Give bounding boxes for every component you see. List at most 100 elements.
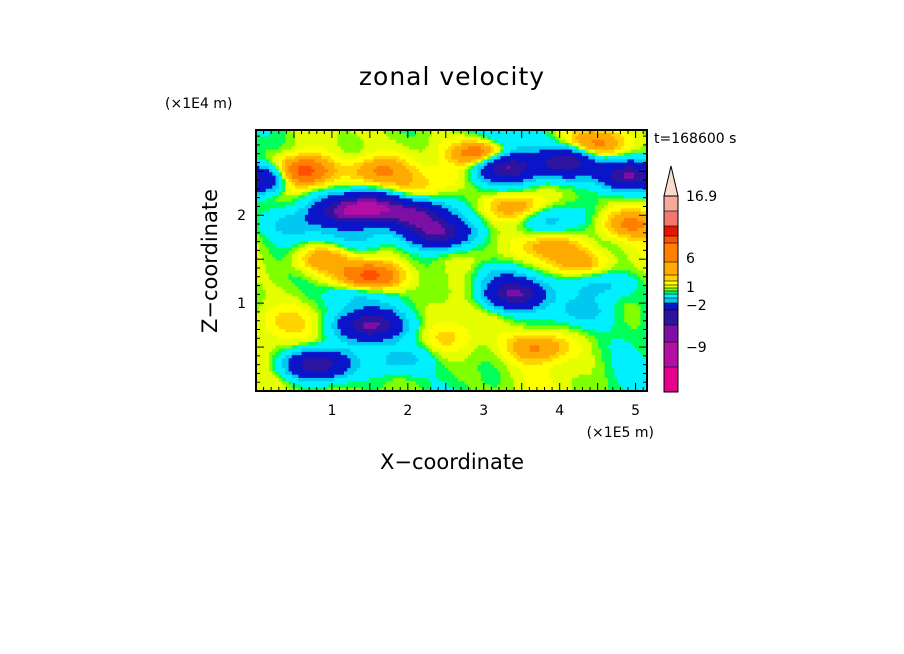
heatmap-cell — [591, 198, 596, 203]
heatmap-cell — [428, 191, 433, 196]
heatmap-cell — [568, 143, 573, 147]
heatmap-cell — [633, 178, 638, 183]
heatmap-cell — [500, 172, 505, 177]
heatmap-cell — [291, 211, 296, 216]
heatmap-cell — [611, 165, 615, 170]
heatmap-cell — [285, 133, 290, 138]
heatmap-cell — [256, 188, 260, 193]
heatmap-cell — [601, 253, 606, 258]
heatmap-cell — [444, 169, 449, 173]
heatmap-cell — [643, 136, 647, 141]
heatmap-cell — [304, 133, 309, 138]
heatmap-cell — [532, 156, 537, 160]
heatmap-cell — [630, 152, 635, 157]
heatmap-cell — [314, 208, 319, 213]
heatmap-cell — [392, 178, 397, 183]
heatmap-cell — [422, 136, 426, 141]
heatmap-cell — [402, 133, 407, 138]
heatmap-cell — [337, 218, 342, 222]
heatmap-cell — [330, 234, 335, 239]
heatmap-cell — [431, 257, 436, 261]
heatmap-cell — [627, 152, 632, 157]
heatmap-cell — [585, 257, 589, 261]
heatmap-cell — [259, 247, 264, 252]
heatmap-cell — [298, 205, 303, 209]
heatmap-cell — [467, 218, 472, 222]
heatmap-cell — [572, 133, 576, 138]
heatmap-cell — [288, 178, 293, 183]
heatmap-cell — [477, 143, 482, 147]
heatmap-cell — [598, 260, 602, 265]
heatmap-cell — [435, 247, 439, 252]
heatmap-cell — [640, 237, 645, 242]
heatmap-cell — [542, 201, 547, 206]
heatmap-cell — [559, 162, 563, 167]
heatmap-cell — [643, 130, 647, 134]
heatmap-cell — [490, 136, 495, 141]
heatmap-cell — [497, 162, 501, 167]
heatmap-cell — [444, 253, 449, 258]
heatmap-cell — [317, 191, 322, 196]
heatmap-cell — [471, 191, 475, 196]
heatmap-cell — [350, 205, 355, 209]
heatmap-cell — [549, 244, 554, 248]
heatmap-cell — [594, 185, 599, 190]
heatmap-cell — [627, 191, 632, 196]
heatmap-cell — [321, 178, 325, 183]
heatmap-cell — [409, 133, 413, 138]
heatmap-cell — [572, 149, 576, 154]
heatmap-cell — [585, 146, 589, 151]
heatmap-cell — [317, 214, 322, 219]
heatmap-cell — [568, 178, 573, 183]
heatmap-cell — [311, 218, 316, 222]
heatmap-cell — [581, 234, 586, 239]
heatmap-cell — [536, 237, 540, 242]
heatmap-cell — [575, 178, 580, 183]
heatmap-cell — [513, 185, 518, 190]
heatmap-cell — [585, 227, 589, 232]
heatmap-cell — [304, 218, 309, 222]
heatmap-cell — [334, 185, 338, 190]
heatmap-cell — [588, 136, 593, 141]
heatmap-cell — [396, 136, 400, 141]
heatmap-cell — [431, 253, 436, 258]
heatmap-cell — [497, 149, 501, 154]
heatmap-cell — [539, 224, 544, 229]
heatmap-cell — [353, 152, 358, 157]
heatmap-cell — [301, 175, 306, 180]
heatmap-cell — [471, 205, 475, 209]
heatmap-cell — [461, 221, 466, 226]
heatmap-cell — [578, 208, 583, 213]
heatmap-cell — [643, 172, 647, 177]
heatmap-cell — [415, 205, 420, 209]
heatmap-cell — [630, 198, 635, 203]
heatmap-cell — [343, 208, 348, 213]
heatmap-cell — [555, 221, 560, 226]
heatmap-cell — [575, 247, 580, 252]
heatmap-cell — [409, 162, 413, 167]
heatmap-cell — [324, 162, 329, 167]
heatmap-cell — [308, 227, 312, 232]
heatmap-cell — [633, 257, 638, 261]
heatmap-cell — [262, 149, 267, 154]
heatmap-cell — [262, 198, 267, 203]
heatmap-cell — [347, 198, 351, 203]
heatmap-cell — [392, 159, 397, 164]
heatmap-cell — [379, 218, 384, 222]
heatmap-cell — [643, 133, 647, 138]
heatmap-cell — [510, 201, 514, 206]
heatmap-cell — [552, 146, 557, 151]
heatmap-cell — [314, 218, 319, 222]
heatmap-cell — [467, 165, 472, 170]
heatmap-cell — [317, 253, 322, 258]
heatmap-cell — [343, 240, 348, 245]
heatmap-cell — [357, 149, 361, 154]
heatmap-cell — [373, 175, 378, 180]
heatmap-cell — [643, 240, 647, 245]
heatmap-cell — [278, 208, 283, 213]
heatmap-cell — [633, 234, 638, 239]
heatmap-cell — [588, 152, 593, 157]
heatmap-cell — [529, 169, 534, 173]
heatmap-cell — [529, 253, 534, 258]
heatmap-cell — [337, 231, 342, 235]
